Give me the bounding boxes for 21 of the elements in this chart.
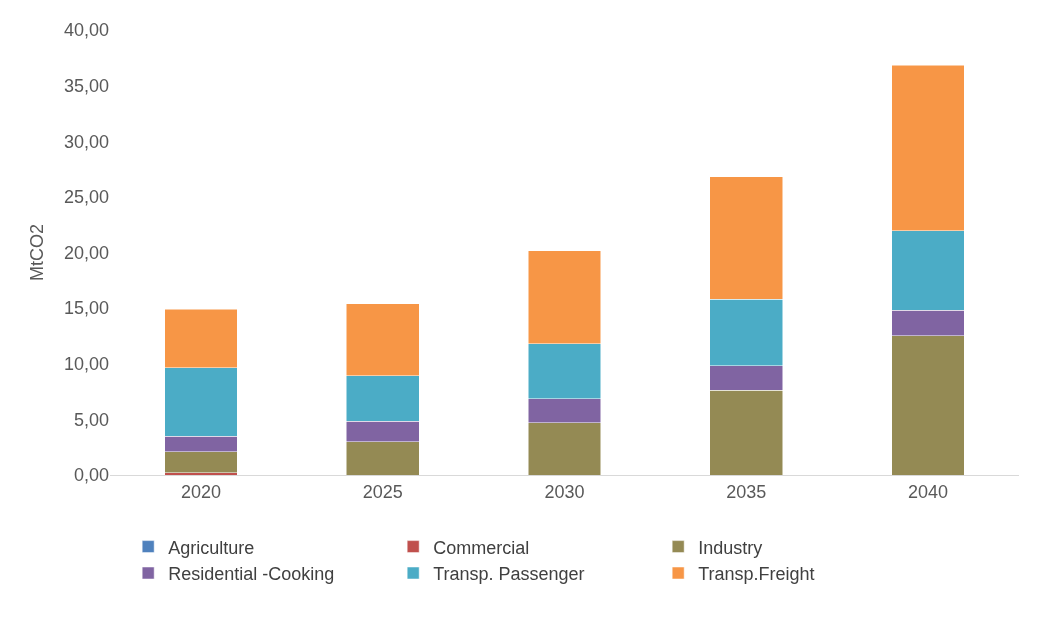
legend-label: Residential -Cooking [168, 564, 335, 585]
x-tick-label: 2035 [726, 481, 767, 502]
legend-label: Agriculture [168, 537, 255, 558]
y-tick-label: 15,00 [63, 298, 109, 319]
legend-label: Industry [698, 537, 763, 558]
x-tick-label: 2020 [180, 481, 221, 502]
y-tick-label: 25,00 [63, 187, 109, 208]
y-axis-title: MtCO2 [27, 223, 48, 282]
x-tick-label: 2030 [544, 481, 585, 502]
y-tick-label: 20,00 [63, 242, 109, 263]
legend-label: Transp.Freight [698, 564, 815, 585]
x-tick-label: 2040 [908, 481, 949, 502]
y-tick-label: 30,00 [63, 131, 109, 152]
legend-label: Commercial [433, 537, 530, 558]
legend-label: Transp. Passenger [433, 564, 585, 585]
y-tick-label: 5,00 [73, 409, 109, 430]
x-tick-label: 2025 [362, 481, 403, 502]
y-tick-label: 10,00 [63, 354, 109, 375]
y-tick-label: 0,00 [73, 465, 109, 486]
y-tick-label: 35,00 [63, 75, 109, 96]
y-tick-label: 40,00 [63, 20, 109, 41]
